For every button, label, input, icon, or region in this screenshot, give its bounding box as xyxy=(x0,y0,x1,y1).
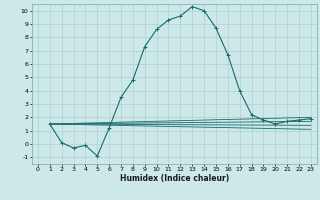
X-axis label: Humidex (Indice chaleur): Humidex (Indice chaleur) xyxy=(120,174,229,183)
